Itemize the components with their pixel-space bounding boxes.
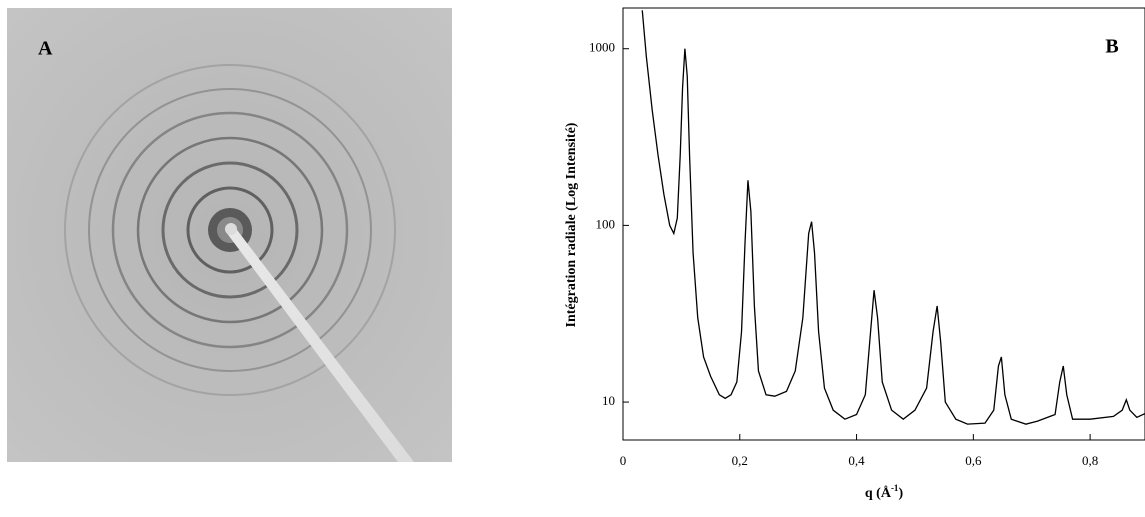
y-axis-label: Intégration radiale (Log Intensité) (564, 122, 579, 327)
panel-label: B (1105, 36, 1118, 58)
y-tick-label: 100 (596, 216, 616, 231)
x-axis-label-text: q (Å (865, 485, 892, 501)
y-tick-label: 10 (602, 393, 615, 408)
y-tick-label: 1000 (589, 40, 615, 55)
x-tick-label: 0 (620, 453, 627, 468)
x-axis-label: q (Å-1) (865, 483, 904, 501)
x-tick-label: 0,8 (1082, 453, 1098, 468)
x-axis-label-close: ) (898, 486, 903, 501)
panel-label: A (38, 38, 53, 60)
plot-frame (622, 7, 1145, 441)
x-tick-label: 0,4 (848, 453, 865, 468)
data-line (641, 10, 1145, 425)
x-tick-label: 0,2 (732, 453, 748, 468)
x-axis-label-sup: -1 (891, 483, 899, 493)
x-tick-label: 0,6 (965, 453, 982, 468)
diffraction-image (7, 8, 452, 462)
